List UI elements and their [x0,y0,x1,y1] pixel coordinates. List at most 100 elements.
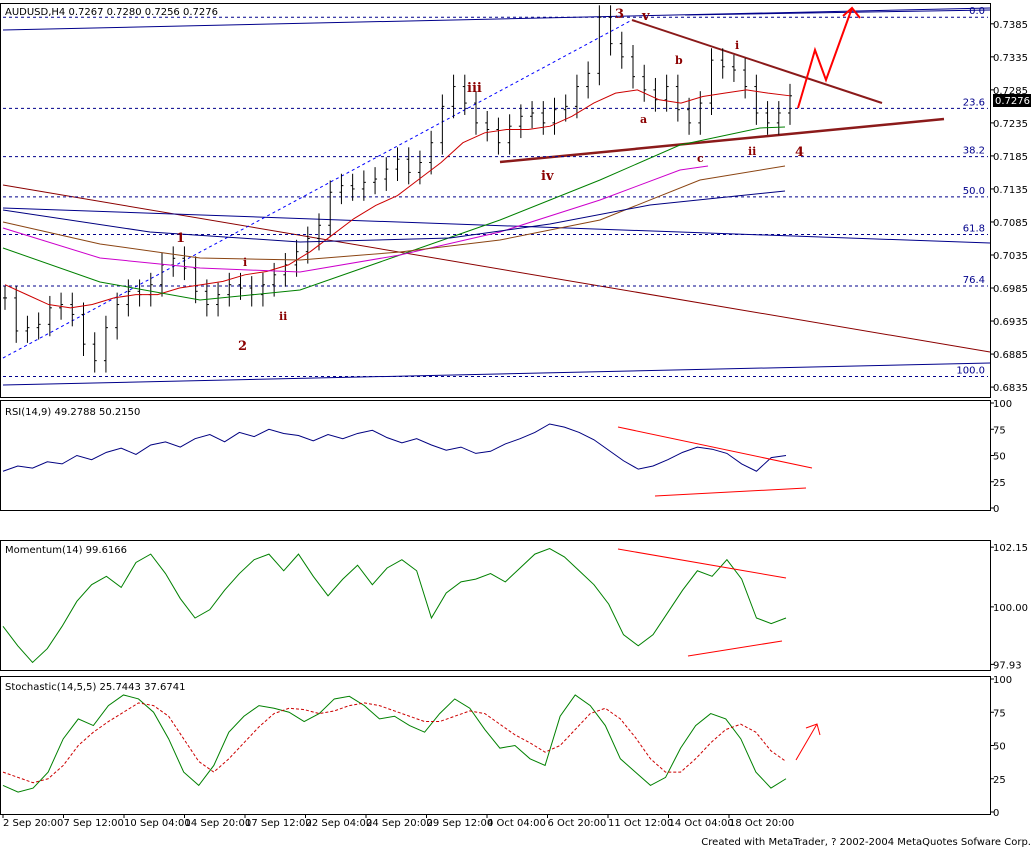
mom-upper-line [617,548,787,579]
fib-level-label: 0.0 [969,6,985,17]
price-tick-label: 0.7035 [993,251,1028,262]
main-panel-frame [0,3,991,398]
momentum-tick-label: 102.15 [993,543,1028,554]
rsi-upper-line [617,426,813,469]
triangle-lower-line [499,117,945,164]
wave-label: iii [467,81,482,96]
price-tick-label: 0.7385 [993,20,1028,31]
price-tick-label: 0.7285 [993,86,1028,97]
momentum-panel-frame [0,540,991,671]
fib-level-label: 76.4 [963,275,985,286]
fib-level-label: 61.8 [963,224,985,235]
footer-credit: Created with MetaTrader, ? 2002-2004 Met… [701,837,1031,848]
upper-projection-line [684,9,991,16]
ma-magenta-line [2,165,709,273]
stochastic-layer: 100 75 50 25 0 2 Sep 20:00 7 Sep 12:00 10 Sep 0… [2,675,1012,829]
wave-label: 4 [795,145,804,160]
fib-level-label: 50.0 [963,186,985,197]
stochastic-series-line [2,694,787,793]
fib-level-label: 23.6 [963,97,985,108]
time-tick-label: 14 Oct 04:00 [669,818,734,829]
stochastic-tick-label: 50 [993,742,1006,753]
ma-brown-line [2,165,786,261]
price-tick-label: 0.6885 [993,350,1028,361]
momentum-header: Momentum(14) 99.6166 [5,545,127,556]
rsi-lower-line [654,487,807,497]
fib-level-label: 100.0 [956,366,985,377]
stochastic-tick-label: 0 [993,808,999,819]
wave-label: b [675,54,683,67]
fib-level-label: 38.2 [963,146,985,157]
wave-label: ii [279,310,287,323]
stochastic-header: Stochastic(14,5,5) 25.7443 37.6741 [5,682,185,693]
price-tick-label: 0.7135 [993,185,1028,196]
time-tick-label: 7 Sep 12:00 [64,818,124,829]
wave-label: iv [541,169,554,184]
rsi-tick-label: 50 [993,452,1006,463]
mom-lower-line [687,640,783,657]
ma-green-line [2,126,786,301]
rsi-tick-label: 0 [993,504,999,515]
price-tick-label: 0.7235 [993,119,1028,130]
stochastic-tick-label: 75 [993,708,1006,719]
trend-channel-top [2,7,991,31]
price-tick-label: 0.6935 [993,317,1028,328]
trend-channel-bottom [2,362,991,386]
stoch-arrowhead [805,723,821,736]
wave-label: i [735,39,739,52]
price-tick-label: 0.7085 [993,218,1028,229]
rsi-layer: 100 75 50 25 0 [2,399,1012,515]
wave-label: 3 [615,7,624,22]
time-tick-label: 2 Sep 20:00 [3,818,63,829]
time-tick-label: 18 Oct 20:00 [729,818,794,829]
stoch-arrow [795,723,818,761]
wave-label: 2 [238,339,247,354]
projection-arrowhead [842,6,861,19]
downtrend-line [2,184,991,353]
main-header: AUDUSD,H4 0.7267 0.7280 0.7256 0.7276 [5,7,218,18]
rsi-panel-frame [0,400,991,511]
rsi-tick-label: 75 [993,425,1006,436]
price-tick-label: 0.6985 [993,284,1028,295]
time-tick-label: 22 Sep 04:00 [306,818,373,829]
fib-diagonal [2,19,633,359]
time-tick-label: 10 Sep 04:00 [124,818,191,829]
triangle-upper-line [631,19,883,104]
current-price-tag-bg [993,94,1031,107]
wave-label: c [697,152,704,165]
time-tick-label: 11 Oct 12:00 [608,818,673,829]
rsi-header: RSI(14,9) 49.2788 50.2150 [5,407,140,418]
wave-label: v [641,9,650,24]
blue-trend-line [2,207,991,244]
stochastic-tick-label: 100 [993,675,1012,686]
rsi-series-line [2,423,787,472]
projection-arrow [797,7,853,109]
time-tick-label: 4 Oct 04:00 [487,818,546,829]
stochastic-tick-label: 25 [993,775,1006,786]
time-tick-label: 29 Sep 12:00 [427,818,494,829]
momentum-layer: 102.15 100.00 97.93 [2,543,1028,671]
rsi-tick-label: 100 [993,399,1012,410]
momentum-tick-label: 100.00 [993,603,1028,614]
price-tick-label: 0.7335 [993,53,1028,64]
momentum-tick-label: 97.93 [993,660,1022,671]
momentum-series-line [2,548,787,664]
time-tick-label: 14 Sep 20:00 [185,818,252,829]
price-tick-label: 0.6835 [993,383,1028,394]
wave-label: a [640,113,647,126]
current-price-tag: 0.7276 [995,96,1030,107]
wave-label: i [243,256,247,269]
wave-label: 1 [176,231,185,246]
time-tick-label: 17 Sep 12:00 [245,818,312,829]
rsi-tick-label: 25 [993,478,1006,489]
price-tick-label: 0.7185 [993,152,1028,163]
moving-average-line [4,89,791,309]
stochastic-series-line [2,702,787,784]
time-tick-label: 24 Sep 20:00 [366,818,433,829]
stochastic-panel-frame [0,676,991,815]
time-tick-label: 6 Oct 20:00 [548,818,607,829]
main-price-layer: 0.7385 0.7335 0.7285 0.7235 0.7185 0.7135 0.70… [2,5,1028,394]
ma-navy-line [2,190,786,243]
wave-label: ii [748,145,756,158]
